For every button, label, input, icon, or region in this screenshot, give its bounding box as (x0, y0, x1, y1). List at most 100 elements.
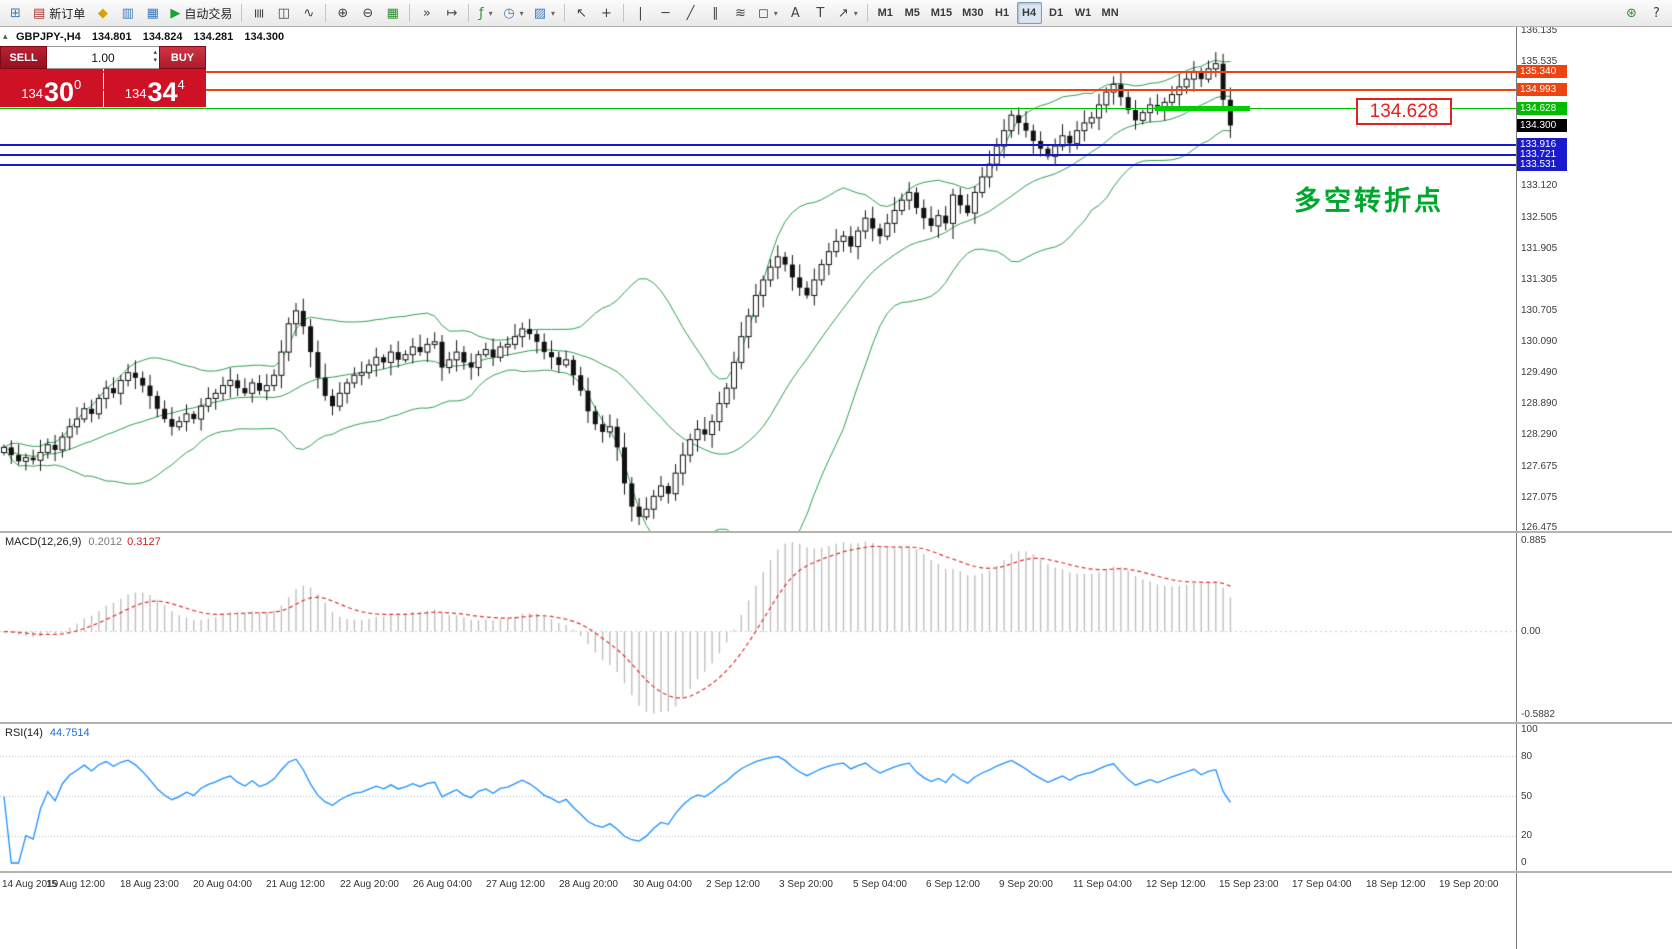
shapes-button[interactable]: ◻ ▾ (754, 2, 782, 24)
context-help-button[interactable]: ? (1645, 2, 1668, 24)
timeframe-h1-button[interactable]: H1 (995, 7, 1010, 19)
price-callout-label[interactable]: 134.628 (1356, 98, 1452, 125)
text-button[interactable]: A (784, 2, 807, 24)
rsi-chart-canvas[interactable] (0, 724, 1516, 871)
timeframe-m1-button[interactable]: M1 (877, 7, 893, 19)
timeframe-m5-button[interactable]: M5 (904, 7, 920, 19)
panel-separator[interactable] (0, 871, 1672, 873)
new-order-icon: ▤ (33, 5, 46, 21)
arrows-button[interactable]: ↗ ▾ (834, 2, 862, 24)
low-value: 134.281 (193, 31, 234, 43)
vertical-line-button[interactable]: | (629, 2, 652, 24)
macd-main-value: 0.2012 (88, 536, 123, 548)
bar-chart-icon: ≣ (251, 7, 267, 19)
new-chart-button[interactable]: ⊞ (4, 2, 27, 24)
periods-button[interactable]: ◷ ▾ (499, 2, 527, 24)
sell-button[interactable]: SELL (0, 46, 47, 69)
fibonacci-button[interactable]: ≋ (729, 2, 752, 24)
horizontal-line-button[interactable]: ─ (654, 2, 677, 24)
rsi-axis-label: 50 (1521, 790, 1533, 802)
support-zone-segment[interactable] (1155, 106, 1251, 112)
time-axis-tick: 17 Sep 04:00 (1292, 879, 1352, 890)
timeframe-d1-button[interactable]: D1 (1049, 7, 1064, 19)
channel-button[interactable]: ∥ (704, 2, 727, 24)
price-axis[interactable]: 136.135135.535134.935134.335133.735133.1… (1516, 25, 1672, 949)
indicators-button[interactable]: ƒ ▾ (474, 2, 497, 24)
arrows-icon: ↗ (837, 5, 849, 21)
zoom-out-button[interactable]: ⊖ (356, 2, 379, 24)
symbol-info: GBPJPY-,H4 134.801 134.824 134.281 134.3… (16, 31, 284, 43)
text-icon: A (790, 5, 800, 21)
panel-separator[interactable] (0, 531, 1672, 533)
market-watch-button[interactable]: ▥ (116, 2, 139, 24)
chart-shift-button[interactable]: ↦ (440, 2, 463, 24)
label-button[interactable]: T (809, 2, 832, 24)
crosshair-icon: + (601, 5, 612, 21)
toolbar-separator (866, 4, 868, 22)
buy-button[interactable]: BUY (159, 46, 206, 69)
price-axis-tick: 131.905 (1521, 242, 1558, 254)
horizontal-level-line[interactable] (0, 108, 1516, 110)
toolbar-separator (468, 4, 470, 22)
price-axis-tick: 132.505 (1521, 211, 1558, 223)
data-window-button[interactable]: ▦ (141, 2, 164, 24)
timeframe-mn-button[interactable]: MN (1101, 7, 1119, 19)
market-watch-icon: ▥ (121, 5, 134, 21)
toolbar-separator (623, 4, 624, 22)
line-chart-icon: ∿ (303, 5, 315, 21)
fibonacci-icon: ≋ (735, 5, 746, 21)
timeframe-m30-button[interactable]: M30 (962, 7, 984, 19)
autotrading-button-label: 自动交易 (184, 6, 233, 21)
templates-button[interactable]: ▨ ▾ (530, 2, 559, 24)
bid-price-button[interactable]: 134 30 0 (0, 69, 103, 107)
macd-chart-canvas[interactable] (0, 533, 1516, 722)
price-level-label: 133.916 (1517, 138, 1567, 152)
time-axis-tick: 3 Sep 20:00 (779, 879, 833, 890)
horizontal-level-line[interactable] (0, 88, 1516, 91)
horizontal-level-line[interactable] (0, 164, 1516, 167)
timeframe-h4-button[interactable]: H4 (1016, 2, 1042, 24)
metaeditor-button[interactable]: ◆ (91, 2, 114, 24)
horizontal-line-icon: ─ (661, 5, 670, 21)
ask-price-button[interactable]: 134 34 4 (103, 69, 206, 107)
volume-down-button[interactable]: ▾ (153, 57, 157, 65)
zoom-in-button[interactable]: ⊕ (331, 2, 354, 24)
time-axis[interactable]: 14 Aug 2019 15 Aug 12:00 18 Aug 23:00 20 Au… (0, 873, 1516, 949)
line-chart-button[interactable]: ∿ (297, 2, 320, 24)
candlestick-chart-button[interactable]: ◫ (272, 2, 295, 24)
bar-chart-button[interactable]: ≣ (247, 2, 270, 24)
rsi-indicator-label: RSI(14) 44.7514 (5, 727, 90, 739)
price-chart-panel: ▴ GBPJPY-,H4 134.801 134.824 134.281 134… (0, 27, 1516, 531)
candlestick-chart-canvas[interactable] (0, 27, 1516, 531)
tile-windows-button[interactable]: ▦ (381, 2, 404, 24)
price-axis-tick: 131.305 (1521, 273, 1558, 285)
volume-input[interactable]: 1.00 ▴ ▾ (47, 46, 159, 69)
crosshair-button[interactable]: + (595, 2, 618, 24)
price-axis-tick: 129.490 (1521, 367, 1558, 379)
new-order-button[interactable]: ▤ 新订单 (29, 2, 89, 24)
vertical-line-icon: | (638, 5, 643, 21)
volume-up-button[interactable]: ▴ (153, 49, 157, 56)
time-axis-tick: 14 Aug 2019 (2, 879, 59, 890)
horizontal-level-line[interactable] (0, 70, 1516, 73)
search-button[interactable]: ⊛ (1620, 2, 1643, 24)
trendline-button[interactable]: ╱ (679, 2, 702, 24)
panel-separator[interactable] (0, 722, 1672, 724)
price-axis-tick: 126.475 (1521, 522, 1558, 534)
macd-axis-label: 0.00 (1521, 625, 1541, 637)
chart-text-annotation[interactable]: 多空转折点 (1294, 186, 1444, 216)
one-click-collapse-button[interactable]: ▴ (3, 31, 8, 41)
toolbar-separator (409, 4, 411, 22)
high-value: 134.824 (142, 31, 183, 43)
time-axis-tick: 27 Aug 12:00 (486, 879, 545, 890)
time-axis-tick: 18 Sep 12:00 (1366, 879, 1426, 890)
timeframe-w1-button[interactable]: W1 (1074, 7, 1092, 19)
autotrading-button[interactable]: ▶ 自动交易 (166, 2, 236, 24)
cursor-button[interactable]: ↖ (570, 2, 593, 24)
price-level-label: 134.993 (1517, 82, 1567, 96)
horizontal-level-line[interactable] (0, 154, 1516, 157)
auto-scroll-button[interactable]: » (415, 2, 438, 24)
timeframe-m15-button[interactable]: M15 (930, 7, 953, 19)
horizontal-level-line[interactable] (0, 144, 1516, 147)
time-axis-tick: 22 Aug 20:00 (340, 879, 399, 890)
